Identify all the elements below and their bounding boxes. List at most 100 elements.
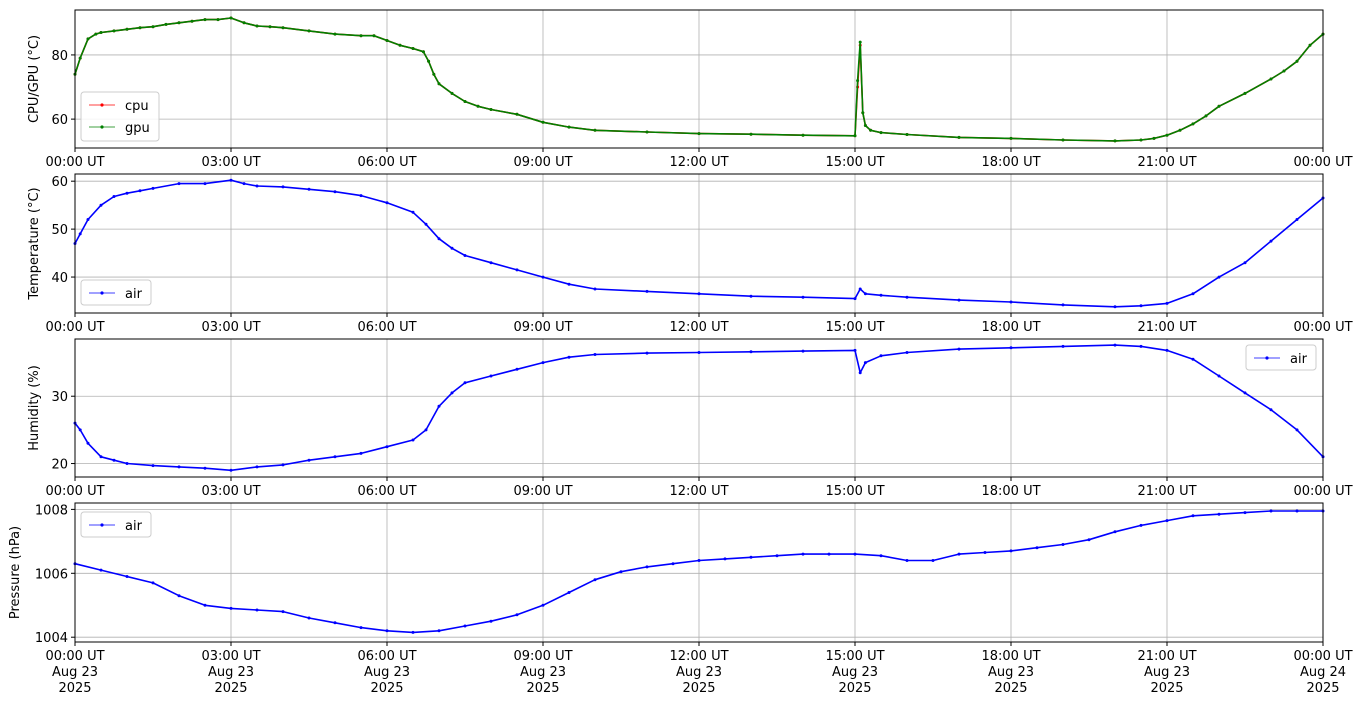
- data-point-air: [255, 465, 259, 469]
- data-point-gpu: [359, 34, 363, 38]
- data-point-air: [1191, 357, 1195, 361]
- data-point-gpu: [1269, 77, 1273, 81]
- data-point-air: [1243, 511, 1247, 515]
- data-point-gpu: [190, 19, 194, 23]
- data-point-gpu: [1152, 136, 1156, 140]
- x-tick-label: 12:00 UT: [669, 320, 728, 335]
- data-point-gpu: [1204, 114, 1208, 118]
- x-tick-label: 12:00 UT: [669, 484, 728, 499]
- x-tick-label: 15:00 UT: [825, 320, 884, 335]
- x-tick-label: 15:00 UT: [825, 484, 884, 499]
- data-point-air: [567, 282, 571, 286]
- data-point-gpu: [203, 18, 207, 22]
- data-point-gpu: [151, 25, 155, 29]
- data-point-air: [1087, 538, 1091, 542]
- x-tick-label: 00:00 UT: [1293, 484, 1352, 499]
- data-point-air: [255, 184, 259, 188]
- legend: air: [80, 279, 152, 306]
- data-point-gpu: [1243, 91, 1247, 95]
- data-point-gpu: [450, 91, 454, 95]
- data-point-air: [879, 293, 883, 297]
- x-tick-label: 03:00 UT: [201, 320, 260, 335]
- data-point-air: [489, 619, 493, 623]
- legend-box: [80, 511, 152, 538]
- x-tick-label: 15:00 UT: [825, 155, 884, 170]
- data-point-air: [359, 194, 363, 198]
- y-tick-label: 80: [51, 49, 68, 64]
- data-point-air: [385, 201, 389, 205]
- y-axis-label: Temperature (°C): [27, 187, 42, 300]
- data-point-air: [424, 428, 428, 432]
- data-point-gpu: [177, 21, 181, 25]
- data-point-gpu: [268, 25, 272, 29]
- data-point-air: [515, 367, 519, 371]
- data-point-gpu: [411, 47, 415, 50]
- y-tick-label: 30: [51, 390, 68, 405]
- x-tick-label: 00:00 UT: [1293, 155, 1352, 170]
- data-point-air: [697, 292, 701, 296]
- data-point-gpu: [861, 111, 865, 115]
- x-tick-label: 03:00 UT: [201, 155, 260, 170]
- x-tick-label: 09:00 UT: [513, 320, 572, 335]
- data-point-air: [931, 559, 935, 562]
- data-point-air: [723, 557, 727, 561]
- x-tick-label: 21:00 UT: [1137, 320, 1196, 335]
- legend-box: [1245, 344, 1317, 371]
- chart-panel-3: 00:00 UT 03:00 UT 06:00 UT 09:00 UT 12:00 UT…: [27, 338, 1353, 499]
- data-point-gpu: [138, 26, 142, 30]
- data-point-air: [86, 218, 90, 221]
- legend: cpu gpu: [80, 91, 160, 142]
- data-point-air: [229, 468, 233, 472]
- data-point-air: [879, 354, 883, 358]
- data-point-gpu: [164, 22, 168, 26]
- data-point-air: [1217, 275, 1221, 279]
- data-point-gpu: [863, 124, 867, 127]
- data-point-gpu: [1113, 139, 1117, 143]
- data-point-air: [1269, 509, 1273, 513]
- data-point-air: [957, 298, 961, 302]
- data-point-gpu: [567, 125, 571, 129]
- data-point-air: [1139, 523, 1143, 527]
- data-point-gpu: [1139, 138, 1143, 142]
- data-point-air: [177, 594, 181, 598]
- data-point-air: [411, 438, 415, 442]
- x-tick-label: 06:00 UT: [357, 320, 416, 335]
- data-point-air: [489, 374, 493, 378]
- x-tick-label: 09:00 UT: [513, 484, 572, 499]
- data-point-gpu: [125, 27, 129, 31]
- data-point-air: [1009, 346, 1013, 350]
- data-point-air: [359, 451, 363, 455]
- data-point-gpu: [385, 39, 389, 42]
- data-point-air: [177, 465, 181, 469]
- data-point-air: [593, 353, 597, 356]
- data-point-air: [1009, 300, 1013, 304]
- legend: air: [1245, 344, 1317, 371]
- data-point-air: [125, 191, 129, 195]
- chart-panel-2: 00:00 UT 03:00 UT 06:00 UT 09:00 UT 12:00 UT…: [27, 173, 1353, 335]
- data-point-gpu: [853, 134, 857, 138]
- x-tick-label: 00:00 UT: [1293, 320, 1352, 335]
- legend-label-air: air: [125, 519, 143, 534]
- data-point-air: [515, 268, 519, 272]
- data-point-air: [78, 428, 82, 432]
- data-point-air: [541, 361, 545, 365]
- x-tick-label: 09:00 UT: [513, 155, 572, 170]
- data-point-air: [1243, 391, 1247, 395]
- x-tick-label: 00:00 UT Aug 24 2025: [1293, 649, 1352, 696]
- data-point-air: [450, 391, 454, 395]
- data-point-air: [541, 275, 545, 279]
- y-axis-label: CPU/GPU (°C): [27, 35, 42, 123]
- data-point-air: [697, 559, 701, 562]
- data-point-air: [983, 551, 987, 554]
- y-axis-label: Pressure (hPa): [8, 526, 23, 619]
- x-tick-label: 00:00 UT: [45, 320, 104, 335]
- data-point-air: [151, 581, 155, 585]
- data-point-air: [99, 203, 103, 207]
- legend-marker-cpu: [100, 103, 104, 107]
- x-tick-label: 03:00 UT Aug 23 2025: [201, 649, 260, 696]
- data-point-gpu: [281, 26, 285, 30]
- data-point-gpu: [593, 128, 597, 132]
- data-point-air: [411, 210, 415, 214]
- data-point-air: [1061, 344, 1065, 348]
